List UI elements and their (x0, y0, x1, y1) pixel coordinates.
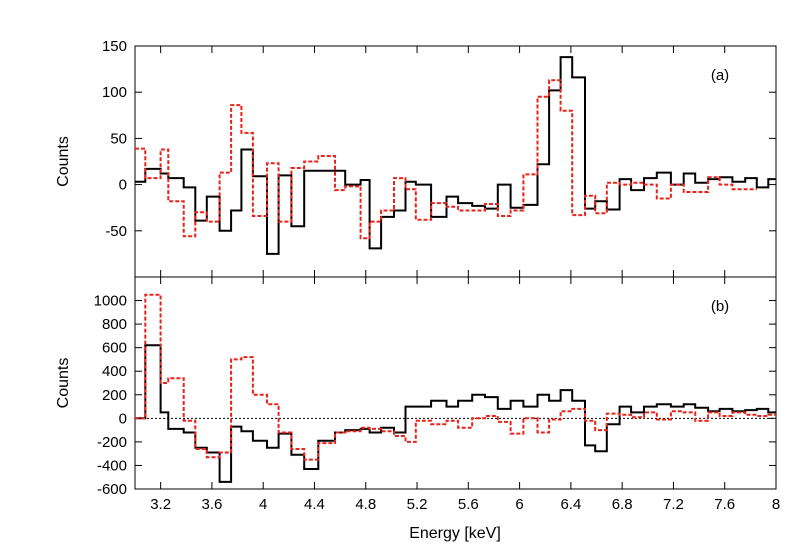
y-tick-label: 400 (102, 363, 127, 380)
x-tick-label: 4.4 (304, 496, 325, 513)
panel-a: -50 0 50 100 150 (a) Counts (55, 38, 777, 278)
x-tick-label: 5.6 (458, 496, 479, 513)
x-tick-label: 7.2 (663, 496, 684, 513)
panel-label: (b) (711, 298, 729, 315)
series-black-step-line (135, 56, 776, 255)
x-tick-label: 7.6 (714, 496, 735, 513)
y-tick-label: 100 (102, 84, 127, 101)
y-tick-label: -200 (97, 434, 127, 451)
x-tick-label: 8 (772, 496, 780, 513)
x-tick-label: 4 (259, 496, 267, 513)
y-tick-label: -600 (97, 481, 127, 498)
y-tick-label: 800 (102, 316, 127, 333)
y-tick-label: 1000 (94, 293, 127, 310)
y-tick-label: -50 (105, 223, 127, 240)
series-red-dashed-step-line (135, 79, 757, 240)
y-tick-label: 200 (102, 387, 127, 404)
series-red-dashed-step-line (135, 293, 776, 461)
series-black-step-line (135, 344, 776, 483)
y-tick-label: 0 (119, 410, 127, 427)
x-tick-label: 6.8 (612, 496, 633, 513)
panel-label: (a) (711, 67, 729, 84)
y-axis-label: Counts (55, 136, 72, 187)
x-tick-label: 4.8 (355, 496, 376, 513)
y-tick-label: 600 (102, 340, 127, 357)
x-tick-label: 3.2 (150, 496, 171, 513)
x-tick-label: 6.4 (560, 496, 581, 513)
x-tick-label: 3.6 (201, 496, 222, 513)
panel-b: -600 -400 -200 0 200 400 600 800 1000 3.2 3.6 4 4.4 4… (55, 276, 780, 513)
x-axis-label: Energy [keV] (409, 525, 501, 542)
y-tick-label: -400 (97, 457, 127, 474)
plot-frame (134, 45, 777, 278)
x-tick-label: 6 (515, 496, 523, 513)
x-tick-label: 5.2 (407, 496, 428, 513)
y-tick-label: 150 (102, 38, 127, 55)
y-axis-label: Counts (55, 358, 72, 409)
plot-frame (134, 276, 777, 490)
y-tick-label: 0 (119, 177, 127, 194)
y-tick-label: 50 (110, 130, 127, 147)
